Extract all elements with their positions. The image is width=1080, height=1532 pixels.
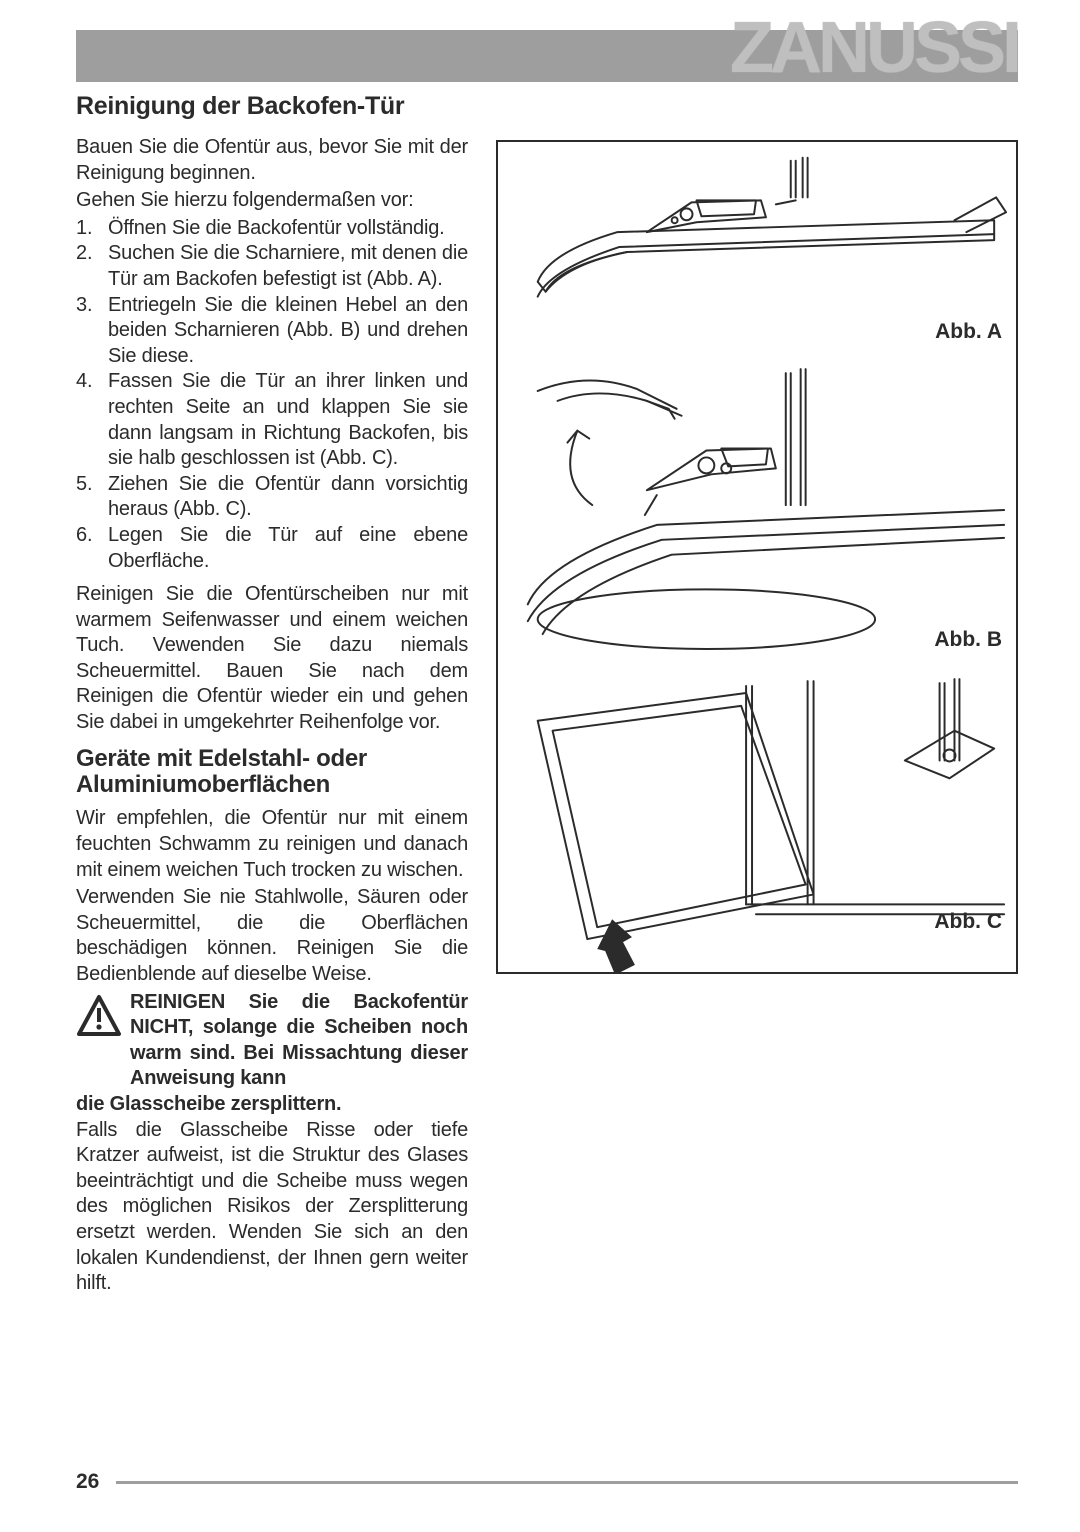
figure-c-label: Abb. C (934, 910, 1002, 934)
step-item: Suchen Sie die Scharniere, mit denen die… (76, 241, 468, 292)
left-column: Reinigung der Backofen-Tür Bauen Sie die… (76, 92, 468, 1299)
step-item: Öffnen Sie die Backofentür vollständig. (76, 216, 468, 242)
step-item: Legen Sie die Tür auf eine ebene Oberflä… (76, 523, 468, 574)
figure-b: Abb. B (498, 360, 1016, 670)
warning-text: REINIGEN Sie die Backofentür NICHT, sola… (130, 990, 468, 1092)
warning-block: REINIGEN Sie die Backofentür NICHT, sola… (76, 990, 468, 1092)
intro-paragraph-1: Bauen Sie die Ofentür aus, bevor Sie mit… (76, 135, 468, 186)
step-item: Entriegeln Sie die kleinen Hebel an den … (76, 293, 468, 370)
steps-list: Öffnen Sie die Backofentür vollständig. … (76, 216, 468, 574)
figure-box: Abb. A (496, 140, 1018, 974)
section-title: Reinigung der Backofen-Tür (76, 92, 468, 121)
step-item: Fassen Sie die Tür an ihrer linken und r… (76, 369, 468, 471)
step-item: Ziehen Sie die Ofentür dann vorsichtig h… (76, 472, 468, 523)
warning-text-cont: die Glasscheibe zersplittern. (76, 1092, 468, 1118)
figure-b-label: Abb. B (934, 628, 1002, 652)
right-column: Abb. A (488, 92, 1018, 1299)
page: ZANUSSI Reinigung der Backofen-Tür Bauen… (0, 0, 1080, 1532)
intro-paragraph-2: Gehen Sie hierzu folgendermaßen vor: (76, 188, 468, 214)
figure-a: Abb. A (498, 142, 1016, 360)
cleaning-paragraph: Reinigen Sie die Ofentürscheiben nur mit… (76, 582, 468, 736)
figure-c: Abb. C (498, 670, 1016, 972)
subsection-title: Geräte mit Edelstahl- oder Aluminium­obe… (76, 746, 468, 799)
steel-paragraph-1: Wir empfehlen, die Ofentür nur mit einem… (76, 806, 468, 883)
glass-paragraph: Falls die Glasscheibe Risse oder tiefe K… (76, 1118, 468, 1297)
footer-rule (116, 1481, 1018, 1484)
figure-a-label: Abb. A (935, 320, 1002, 344)
steel-paragraph-2: Verwenden Sie nie Stahlwolle, Säuren ode… (76, 885, 468, 987)
content-area: Reinigung der Backofen-Tür Bauen Sie die… (76, 92, 1016, 1299)
warning-icon (76, 994, 122, 1038)
page-number: 26 (76, 1470, 99, 1494)
brand-logo: ZANUSSI (730, 12, 1018, 84)
